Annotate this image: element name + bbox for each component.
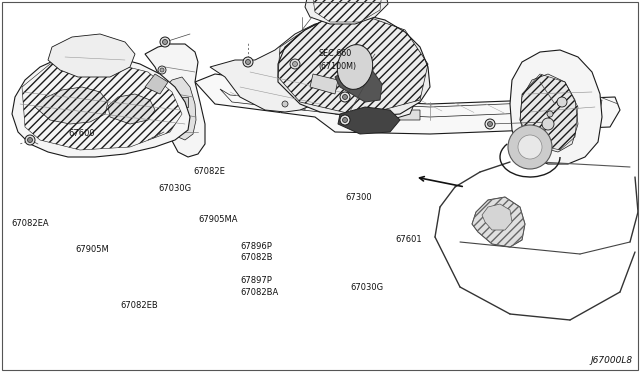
Text: SEC.660: SEC.660 <box>319 49 352 58</box>
Circle shape <box>282 101 288 107</box>
Text: 67030G: 67030G <box>351 283 384 292</box>
Circle shape <box>340 92 350 102</box>
Circle shape <box>518 135 542 159</box>
Polygon shape <box>165 77 196 140</box>
Ellipse shape <box>337 45 372 89</box>
Text: 67601: 67601 <box>396 235 422 244</box>
Text: 67897P: 67897P <box>240 276 272 285</box>
Polygon shape <box>338 107 400 134</box>
Circle shape <box>342 118 348 122</box>
Text: 67082BA: 67082BA <box>240 288 278 296</box>
Polygon shape <box>520 74 578 152</box>
Circle shape <box>243 57 253 67</box>
Circle shape <box>488 122 493 126</box>
Polygon shape <box>35 87 108 124</box>
Polygon shape <box>482 204 512 230</box>
Text: 67082EA: 67082EA <box>12 219 49 228</box>
Circle shape <box>25 135 35 145</box>
Circle shape <box>160 68 164 72</box>
Polygon shape <box>510 50 602 164</box>
Polygon shape <box>472 197 525 247</box>
Text: 67082E: 67082E <box>193 167 225 176</box>
Circle shape <box>158 66 166 74</box>
Circle shape <box>542 118 554 130</box>
Text: 67082B: 67082B <box>240 253 273 262</box>
Polygon shape <box>12 54 190 157</box>
Polygon shape <box>145 74 168 94</box>
Circle shape <box>290 59 300 69</box>
Polygon shape <box>335 104 420 120</box>
Circle shape <box>292 61 298 67</box>
Circle shape <box>28 138 33 142</box>
Polygon shape <box>48 34 135 77</box>
Polygon shape <box>195 74 620 134</box>
Circle shape <box>508 125 552 169</box>
Polygon shape <box>305 0 388 24</box>
Polygon shape <box>108 94 155 124</box>
Circle shape <box>340 115 350 125</box>
Text: (67100M): (67100M) <box>319 62 357 71</box>
Text: 67905M: 67905M <box>76 245 109 254</box>
Text: 67300: 67300 <box>346 193 372 202</box>
Circle shape <box>485 119 495 129</box>
Circle shape <box>547 111 553 117</box>
Circle shape <box>160 37 170 47</box>
Circle shape <box>246 60 250 64</box>
Polygon shape <box>178 97 188 107</box>
Text: 67896P: 67896P <box>240 242 272 251</box>
Polygon shape <box>335 67 382 102</box>
Text: 67082EB: 67082EB <box>120 301 158 310</box>
Polygon shape <box>145 44 205 157</box>
Circle shape <box>163 39 168 45</box>
Circle shape <box>342 94 348 99</box>
Text: J67000L8: J67000L8 <box>590 356 632 365</box>
Polygon shape <box>278 14 430 117</box>
Polygon shape <box>245 94 305 110</box>
Text: 67030G: 67030G <box>159 184 192 193</box>
Polygon shape <box>210 22 418 122</box>
Circle shape <box>557 97 567 107</box>
Text: 67600: 67600 <box>68 129 95 138</box>
Text: 67905MA: 67905MA <box>198 215 238 224</box>
Polygon shape <box>310 74 338 94</box>
